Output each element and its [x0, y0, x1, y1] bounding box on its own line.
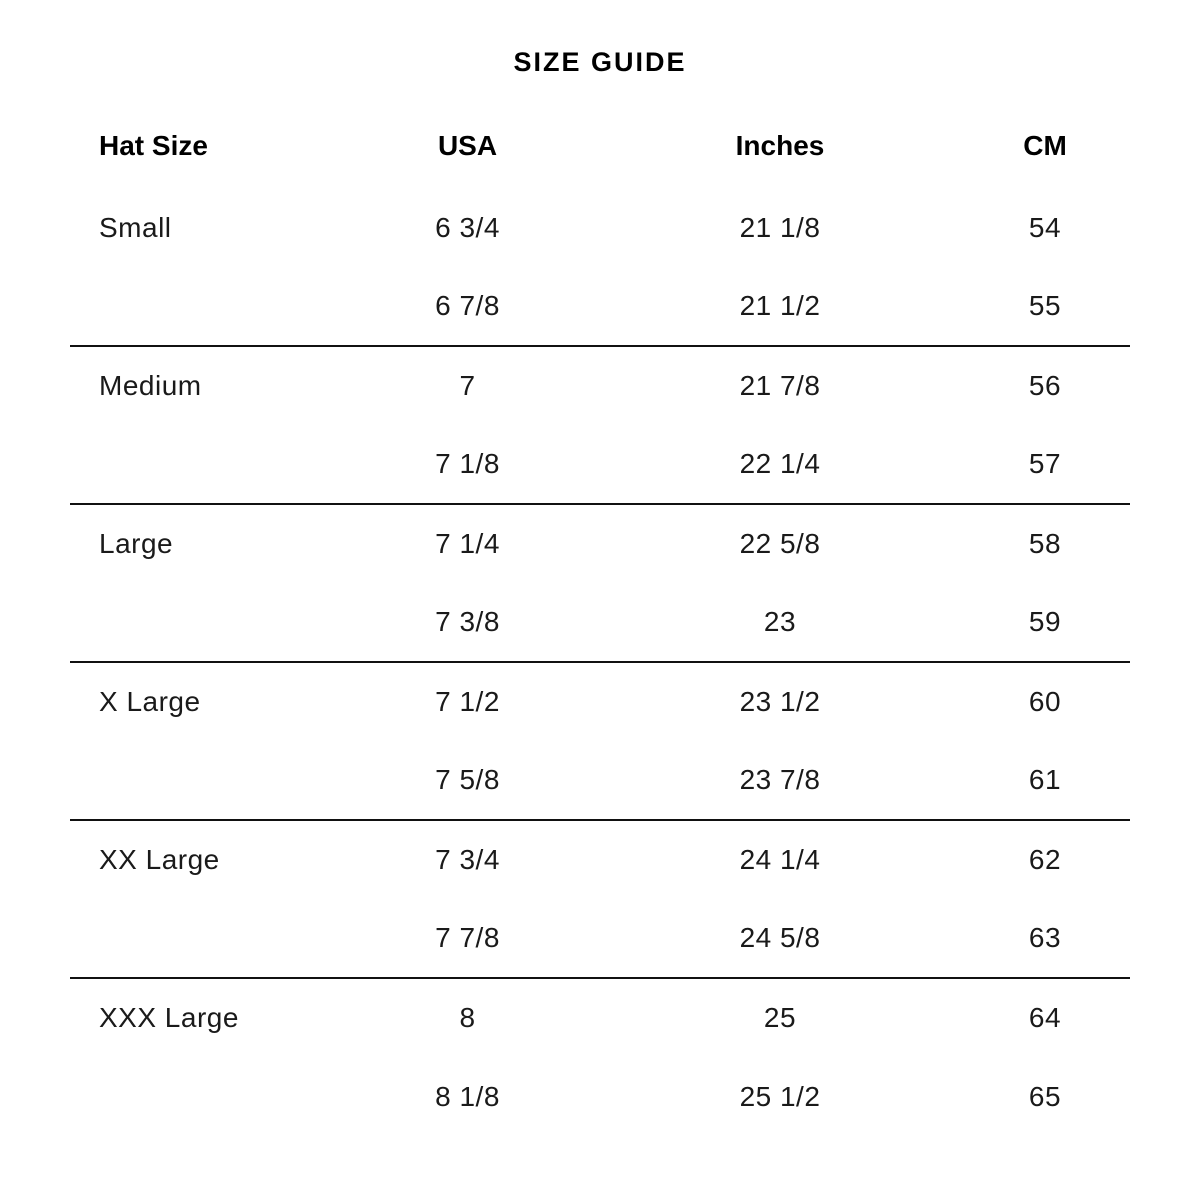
- hat-size-cell: XX Large: [99, 844, 220, 875]
- header-row: Hat Size USA Inches CM: [70, 104, 1130, 188]
- table-row: Small 6 3/4 21 1/8 54: [70, 188, 1130, 267]
- usa-cell: 7 7/8: [435, 922, 500, 953]
- table-row: Medium 7 21 7/8 56: [70, 346, 1130, 425]
- usa-cell: 7: [459, 370, 476, 401]
- hat-size-cell: [70, 425, 335, 504]
- hat-size-cell: [70, 583, 335, 662]
- size-guide-table: Hat Size USA Inches CM Small 6 3/4 21 1/8 5…: [70, 104, 1130, 1136]
- table-row: X Large 7 1/2 23 1/2 60: [70, 662, 1130, 741]
- cm-cell: 56: [1028, 370, 1062, 401]
- inches-cell: 25 1/2: [739, 1080, 821, 1112]
- column-header-inches: Inches: [735, 130, 825, 161]
- cm-cell: 62: [1028, 844, 1062, 875]
- hat-size-cell: [70, 899, 335, 978]
- inches-cell: 24 1/4: [739, 844, 821, 875]
- inches-cell: 24 5/8: [739, 922, 821, 953]
- inches-cell: 21 1/8: [739, 211, 821, 243]
- cm-cell: 57: [1028, 448, 1062, 479]
- size-group: Large 7 1/4 22 5/8 58 7 3/8 23 59: [70, 504, 1130, 662]
- cm-cell: 54: [1028, 211, 1062, 243]
- inches-cell: 21 7/8: [739, 370, 821, 401]
- hat-size-cell: X Large: [99, 686, 201, 717]
- table-row: XX Large 7 3/4 24 1/4 62: [70, 820, 1130, 899]
- size-group: X Large 7 1/2 23 1/2 60 7 5/8 23 7/8 61: [70, 662, 1130, 820]
- table-row: 8 1/8 25 1/2 65: [70, 1057, 1130, 1136]
- usa-cell: 7 1/2: [435, 686, 500, 717]
- hat-size-cell: Large: [99, 528, 174, 559]
- cm-cell: 65: [1028, 1080, 1062, 1112]
- inches-cell: 22 5/8: [739, 528, 821, 559]
- hat-size-cell: Medium: [99, 370, 202, 401]
- cm-cell: 61: [1028, 764, 1062, 795]
- size-group: XXX Large 8 25 64 8 1/8 25 1/2 65: [70, 978, 1130, 1136]
- hat-size-cell: XXX Large: [99, 1002, 239, 1033]
- table-row: 7 5/8 23 7/8 61: [70, 741, 1130, 820]
- usa-cell: 7 5/8: [435, 764, 500, 795]
- usa-cell: 6 3/4: [435, 211, 500, 243]
- table-row: 7 3/8 23 59: [70, 583, 1130, 662]
- inches-cell: 21 1/2: [739, 290, 821, 321]
- inches-cell: 23 1/2: [739, 686, 821, 717]
- table-row: XXX Large 8 25 64: [70, 978, 1130, 1057]
- cm-cell: 63: [1028, 922, 1062, 953]
- usa-cell: 7 1/8: [435, 448, 500, 479]
- page-title: SIZE GUIDE: [513, 47, 687, 77]
- usa-cell: 8: [459, 1002, 476, 1033]
- column-header-hat-size: Hat Size: [99, 130, 208, 161]
- column-header-usa: USA: [437, 130, 498, 161]
- inches-cell: 25: [763, 1002, 797, 1033]
- cm-cell: 55: [1028, 290, 1062, 321]
- cm-cell: 58: [1028, 528, 1062, 559]
- table-header: Hat Size USA Inches CM: [70, 104, 1130, 188]
- cm-cell: 59: [1028, 606, 1062, 637]
- usa-cell: 6 7/8: [435, 290, 500, 321]
- usa-cell: 7 1/4: [435, 528, 500, 559]
- usa-cell: 7 3/4: [435, 844, 500, 875]
- table-row: Large 7 1/4 22 5/8 58: [70, 504, 1130, 583]
- table-row: 7 7/8 24 5/8 63: [70, 899, 1130, 978]
- hat-size-cell: [70, 267, 335, 346]
- inches-cell: 22 1/4: [739, 448, 821, 479]
- inches-cell: 23 7/8: [739, 764, 821, 795]
- hat-size-cell: Small: [99, 211, 172, 243]
- size-group: XX Large 7 3/4 24 1/4 62 7 7/8 24 5/8 63: [70, 820, 1130, 978]
- size-group: Small 6 3/4 21 1/8 54 6 7/8 21 1/2 55: [70, 188, 1130, 346]
- usa-cell: 8 1/8: [435, 1080, 500, 1112]
- hat-size-cell: [70, 741, 335, 820]
- column-header-cm: CM: [1023, 130, 1067, 161]
- size-group: Medium 7 21 7/8 56 7 1/8 22 1/4 57: [70, 346, 1130, 504]
- table-row: 6 7/8 21 1/2 55: [70, 267, 1130, 346]
- usa-cell: 7 3/8: [435, 606, 500, 637]
- table-row: 7 1/8 22 1/4 57: [70, 425, 1130, 504]
- cm-cell: 60: [1028, 686, 1062, 717]
- hat-size-cell: [70, 1057, 335, 1136]
- inches-cell: 23: [763, 606, 797, 637]
- cm-cell: 64: [1028, 1002, 1062, 1033]
